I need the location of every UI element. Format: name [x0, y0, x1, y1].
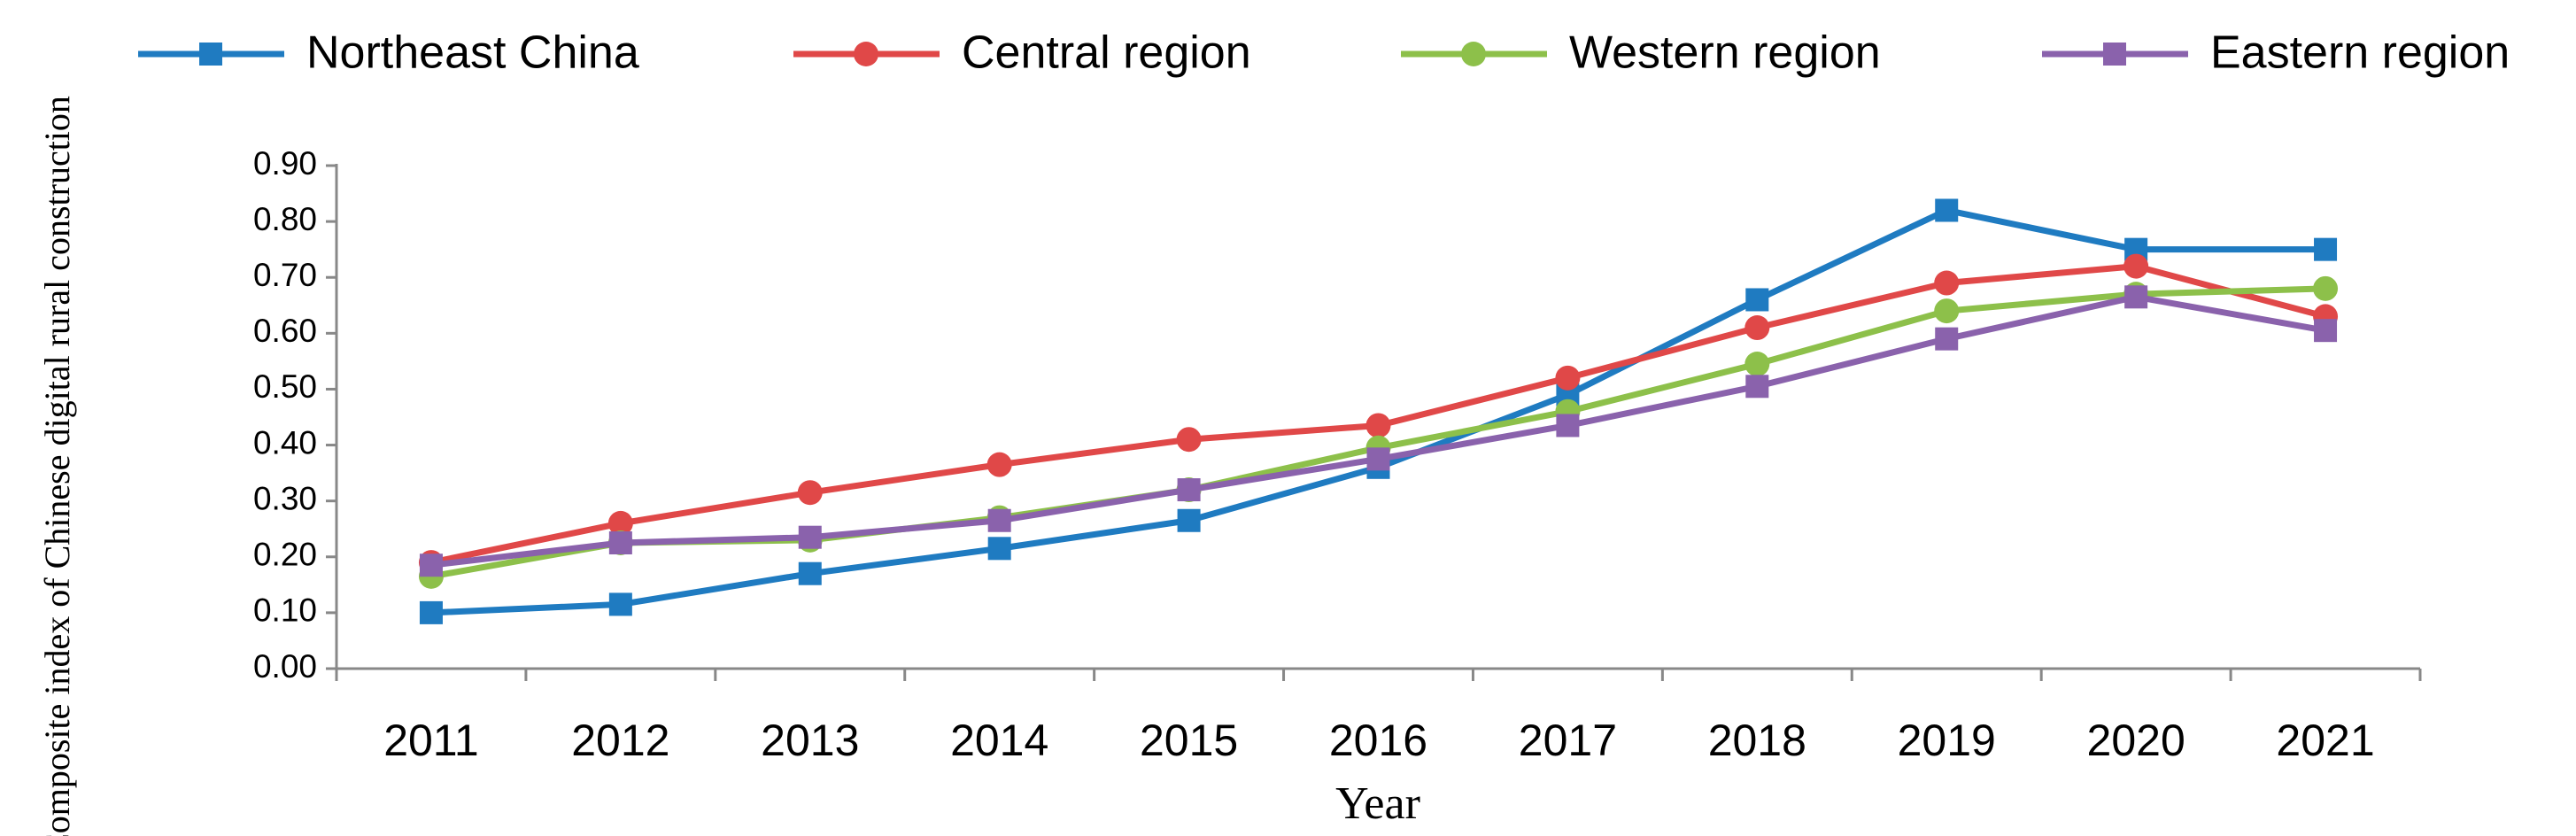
x-tick-label: 2013 [761, 716, 859, 765]
data-point [987, 537, 1011, 561]
legend-label: Western region [1569, 27, 1881, 79]
x-tick-label: 2015 [1140, 716, 1238, 765]
data-point [1744, 352, 1770, 377]
data-point [419, 553, 443, 577]
legend-marker [1461, 42, 1486, 66]
data-point [2313, 275, 2339, 301]
data-point [1366, 447, 1390, 471]
x-tick-label: 2016 [1329, 716, 1427, 765]
data-point [2314, 319, 2338, 343]
data-point [1555, 365, 1581, 391]
data-point [1745, 288, 1769, 312]
x-tick-label: 2020 [2087, 716, 2185, 765]
data-point [1934, 270, 1960, 296]
x-tick-label: 2012 [571, 716, 669, 765]
data-point [2123, 253, 2149, 279]
y-axis-title: Composite index of Chinese digital rural… [37, 96, 77, 836]
data-point [607, 510, 633, 536]
y-tick-label: 0.90 [253, 145, 317, 182]
data-point [608, 531, 632, 554]
legend-marker [2103, 43, 2126, 66]
y-tick-label: 0.70 [253, 257, 317, 293]
x-tick-label: 2014 [950, 716, 1048, 765]
data-point [1934, 298, 1960, 324]
y-tick-label: 0.60 [253, 313, 317, 349]
x-tick-label: 2018 [1708, 716, 1806, 765]
data-point [1744, 315, 1770, 341]
y-tick-label: 0.10 [253, 592, 317, 629]
y-tick-label: 0.40 [253, 424, 317, 461]
y-tick-label: 0.30 [253, 480, 317, 516]
data-point [798, 525, 822, 549]
data-point [1176, 427, 1202, 453]
data-point [1935, 198, 1959, 222]
data-point [1177, 508, 1201, 532]
data-point [797, 480, 823, 506]
legend-label: Central region [962, 27, 1251, 79]
y-tick-label: 0.80 [253, 201, 317, 237]
data-point [2314, 237, 2338, 261]
y-tick-label: 0.00 [253, 648, 317, 685]
x-tick-label: 2011 [383, 716, 479, 765]
data-point [987, 508, 1011, 532]
data-point [608, 592, 632, 616]
data-point [1177, 478, 1201, 502]
data-point [1935, 327, 1959, 351]
y-tick-label: 0.50 [253, 368, 317, 405]
legend-marker [199, 43, 222, 66]
data-point [419, 600, 443, 624]
data-point [1365, 413, 1391, 438]
legend-label: Northeast China [306, 27, 639, 79]
x-tick-label: 2021 [2276, 716, 2374, 765]
legend-label: Eastern region [2210, 27, 2510, 79]
series-line [430, 206, 2326, 616]
x-axis-title: Year [1335, 778, 1420, 829]
y-tick-label: 0.20 [253, 537, 317, 573]
data-point [1556, 414, 1580, 437]
data-point [986, 452, 1012, 477]
legend-marker [854, 42, 878, 66]
data-point [798, 561, 822, 585]
data-point [1745, 375, 1769, 399]
x-tick-label: 2019 [1898, 716, 1996, 765]
x-tick-label: 2017 [1519, 716, 1617, 765]
data-point [2124, 285, 2148, 309]
